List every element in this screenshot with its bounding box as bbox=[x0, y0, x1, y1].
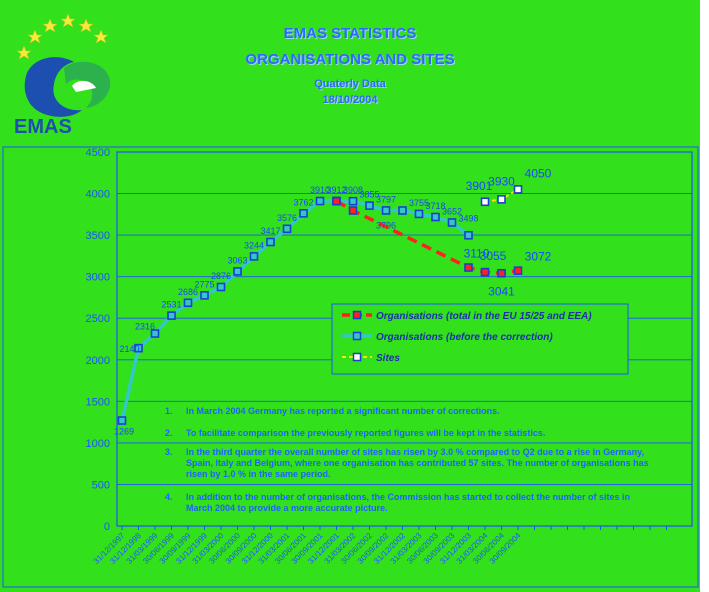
data-point-marker bbox=[480, 197, 490, 207]
data-label: 3797 bbox=[376, 194, 396, 204]
y-tick-label: 0 bbox=[104, 521, 110, 533]
data-label: 2140 bbox=[119, 344, 139, 354]
data-label: 3072 bbox=[525, 250, 552, 264]
data-point-marker bbox=[414, 209, 424, 219]
data-label: 1269 bbox=[114, 427, 134, 437]
logo-text: EMAS bbox=[14, 116, 72, 138]
data-point-marker bbox=[183, 298, 193, 308]
note-text: In March 2004 Germany has reported a sig… bbox=[186, 406, 500, 416]
data-label: 3652 bbox=[442, 206, 462, 216]
data-point-marker bbox=[200, 291, 209, 300]
note-number: 3. bbox=[165, 447, 173, 457]
data-point-marker bbox=[167, 311, 176, 320]
chart-border bbox=[2, 146, 699, 588]
data-label: 3908 bbox=[343, 185, 363, 195]
data-point-marker bbox=[431, 212, 440, 222]
y-tick-label: 1500 bbox=[86, 396, 110, 408]
series-line bbox=[120, 199, 470, 421]
chart-title: EMAS STATISTICS bbox=[283, 25, 417, 42]
data-point-marker bbox=[464, 263, 473, 272]
data-label: 3576 bbox=[277, 213, 297, 223]
note-number: 1. bbox=[165, 406, 173, 416]
note-text: In addition to the number of organisatio… bbox=[186, 492, 631, 513]
data-label: 4050 bbox=[525, 166, 552, 180]
data-label: 3930 bbox=[488, 174, 515, 188]
data-label: 3244 bbox=[244, 240, 264, 250]
data-point-marker bbox=[249, 252, 259, 261]
data-label: 3498 bbox=[458, 213, 478, 223]
legend-box bbox=[331, 303, 629, 375]
data-point-marker bbox=[332, 196, 341, 206]
data-point-marker bbox=[134, 343, 143, 353]
data-label: 3041 bbox=[488, 284, 515, 298]
data-label: 3755 bbox=[409, 198, 429, 208]
data-label: 3912 bbox=[326, 185, 346, 195]
y-tick-label: 500 bbox=[92, 479, 110, 491]
data-point-marker bbox=[365, 201, 374, 210]
data-point-marker bbox=[117, 416, 127, 425]
data-label: 3855 bbox=[359, 190, 379, 200]
data-point-marker bbox=[480, 267, 490, 277]
legend-marker bbox=[352, 352, 362, 362]
data-label: 2876 bbox=[211, 271, 231, 281]
chart-period: Quaterly Data bbox=[314, 78, 386, 90]
data-point-marker bbox=[233, 267, 242, 276]
data-point-marker bbox=[282, 224, 292, 234]
data-point-marker bbox=[464, 230, 473, 240]
data-point-marker bbox=[216, 282, 226, 292]
data-label: 2531 bbox=[161, 300, 181, 310]
data-point-marker bbox=[266, 237, 275, 247]
y-tick-label: 2000 bbox=[86, 355, 110, 367]
legend-marker bbox=[352, 310, 362, 320]
data-label: 2775 bbox=[194, 279, 214, 289]
chart-date: 18/10/2004 bbox=[322, 94, 378, 106]
data-point-marker bbox=[348, 206, 358, 215]
y-tick-label: 1000 bbox=[86, 438, 110, 450]
data-label: 3901 bbox=[466, 179, 493, 193]
y-tick-label: 4500 bbox=[86, 147, 110, 159]
data-point-marker bbox=[381, 206, 391, 215]
note-number: 2. bbox=[165, 428, 173, 438]
note-text: To facilitate comparison the previously … bbox=[186, 428, 546, 438]
data-label: 3063 bbox=[227, 255, 247, 265]
data-point-marker bbox=[348, 196, 358, 206]
data-point-marker bbox=[299, 209, 308, 218]
data-point-marker bbox=[497, 268, 506, 278]
legend-label: Organisations (total in the EU 15/25 and… bbox=[376, 311, 592, 322]
y-tick-label: 4000 bbox=[86, 189, 110, 201]
emas-flower-logo-icon bbox=[16, 13, 111, 117]
data-label: 3417 bbox=[260, 226, 280, 236]
legend-marker bbox=[352, 331, 362, 341]
data-label: 3910 bbox=[310, 185, 330, 195]
note-text: In the third quarter the overall number … bbox=[186, 447, 649, 479]
data-label: 3110 bbox=[464, 247, 490, 261]
chart-subtitle: ORGANISATIONS AND SITES bbox=[245, 51, 455, 68]
data-label: 3796 bbox=[376, 221, 396, 231]
data-point-marker bbox=[447, 218, 457, 227]
data-point-marker bbox=[398, 206, 407, 215]
legend-label: Sites bbox=[376, 353, 400, 364]
right-margin-strip bbox=[700, 0, 709, 592]
data-label: 3055 bbox=[480, 249, 507, 263]
data-label: 3718 bbox=[425, 201, 445, 211]
note-number: 4. bbox=[165, 492, 173, 502]
data-point-marker bbox=[497, 195, 506, 204]
y-tick-label: 3000 bbox=[86, 272, 110, 284]
data-point-marker bbox=[315, 196, 325, 206]
data-label: 2316 bbox=[135, 322, 155, 332]
y-tick-label: 3500 bbox=[86, 230, 110, 242]
data-label: 2686 bbox=[178, 287, 198, 297]
data-point-marker bbox=[513, 266, 523, 275]
y-tick-label: 2500 bbox=[86, 313, 110, 325]
legend-label: Organisations (before the correction) bbox=[376, 332, 553, 343]
data-point-marker bbox=[513, 185, 523, 194]
data-label: 3762 bbox=[293, 197, 313, 207]
data-point-marker bbox=[150, 329, 160, 338]
